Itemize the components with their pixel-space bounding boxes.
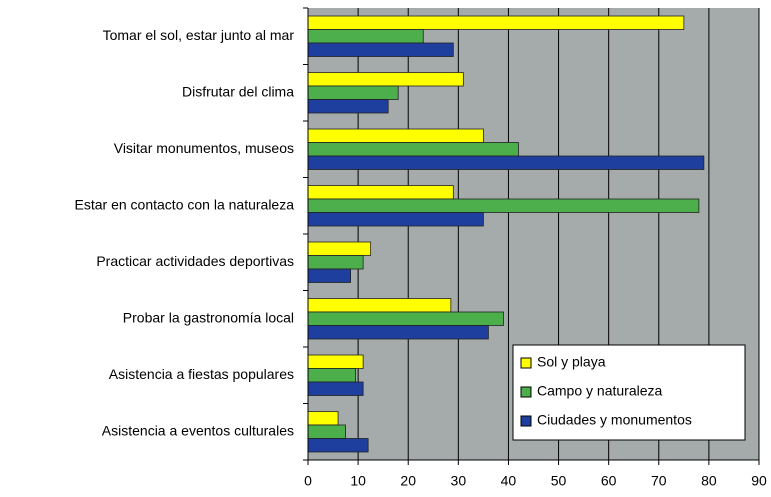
bar [307, 311, 504, 326]
bar [307, 255, 364, 270]
x-tick-label: 30 [451, 473, 467, 489]
bar [307, 128, 484, 143]
x-tick-label: 0 [304, 473, 312, 489]
bar [307, 241, 372, 256]
y-tick-label: Probar la gastronomía local [123, 309, 294, 325]
legend-label: Campo y naturaleza [537, 383, 663, 399]
legend-swatch [520, 415, 532, 427]
bar [307, 212, 484, 227]
legend-label: Sol y playa [537, 354, 606, 370]
bar [307, 325, 489, 340]
legend-label: Ciudades y monumentos [537, 412, 692, 428]
bar [307, 185, 454, 200]
x-tick-label: 60 [601, 473, 617, 489]
x-tick-label: 10 [350, 473, 366, 489]
bar [307, 438, 369, 453]
y-tick-label: Asistencia a eventos culturales [102, 422, 294, 438]
x-tick-label: 50 [551, 473, 567, 489]
bar [307, 424, 346, 439]
bar [307, 72, 464, 87]
bar [307, 15, 685, 30]
bar [307, 85, 399, 100]
y-tick-label: Tomar el sol, estar junto al mar [103, 27, 295, 43]
y-tick-label: Visitar monumentos, museos [114, 140, 294, 156]
bar [307, 411, 339, 426]
bar [307, 198, 700, 213]
bar [307, 29, 424, 44]
bar [307, 354, 364, 369]
y-tick-label: Disfrutar del clima [182, 83, 294, 99]
y-tick-label: Practicar actividades deportivas [96, 253, 294, 269]
y-tick-label: Estar en contacto con la naturaleza [75, 196, 295, 212]
bar [307, 155, 705, 170]
x-tick-label: 40 [501, 473, 517, 489]
x-tick-label: 90 [751, 473, 767, 489]
legend-swatch [520, 386, 532, 398]
bar [307, 368, 357, 383]
bar [307, 99, 389, 114]
bar [307, 298, 452, 313]
legend-swatch [520, 357, 532, 369]
x-tick-label: 70 [651, 473, 667, 489]
x-tick-label: 80 [701, 473, 717, 489]
y-tick-label: Asistencia a fiestas populares [109, 366, 294, 382]
bar [307, 381, 364, 396]
bar [307, 142, 519, 157]
bar [307, 268, 351, 283]
bar [307, 42, 454, 57]
legend-box [512, 344, 746, 441]
x-tick-label: 20 [400, 473, 416, 489]
